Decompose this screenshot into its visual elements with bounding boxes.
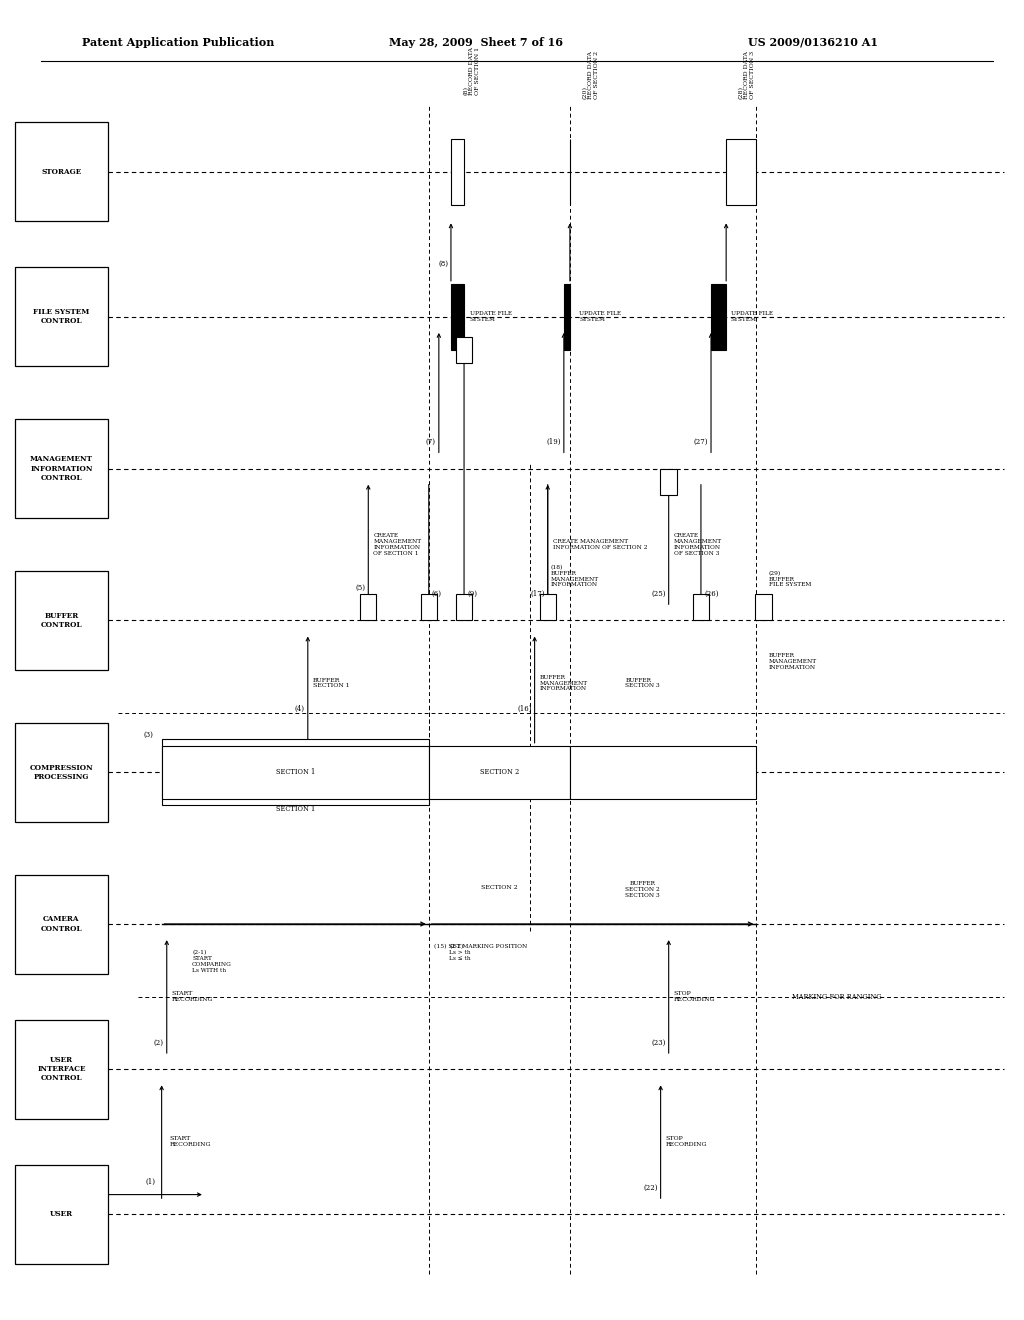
Text: (17): (17): [530, 590, 545, 598]
Text: FILE SYSTEM
CONTROL: FILE SYSTEM CONTROL: [34, 308, 89, 326]
Text: (16): (16): [517, 705, 531, 713]
Text: SECTION 2: SECTION 2: [479, 768, 519, 776]
Text: (5): (5): [355, 583, 366, 591]
Text: UPDATE FILE
SYSTEM: UPDATE FILE SYSTEM: [731, 312, 773, 322]
Text: (2-2)
Ls > th
Ls ≤ th: (2-2) Ls > th Ls ≤ th: [449, 944, 471, 961]
Text: (20)
RECORD DATA
OF SECTION 2: (20) RECORD DATA OF SECTION 2: [583, 51, 599, 99]
Text: CAMERA
CONTROL: CAMERA CONTROL: [41, 915, 82, 933]
Bar: [15, 121, 108, 220]
Text: (3): (3): [143, 731, 154, 739]
Text: (23): (23): [651, 1039, 666, 1047]
Text: START
RECORDING: START RECORDING: [172, 991, 213, 1002]
Bar: [564, 284, 570, 350]
Text: Patent Application Publication: Patent Application Publication: [82, 37, 274, 48]
Text: CREATE
MANAGEMENT
INFORMATION
OF SECTION 3: CREATE MANAGEMENT INFORMATION OF SECTION…: [674, 533, 722, 556]
Text: MARKING FOR RANGING: MARKING FOR RANGING: [792, 993, 882, 1001]
Text: BUFFER
SECTION 1: BUFFER SECTION 1: [313, 677, 349, 689]
Text: STORAGE: STORAGE: [41, 168, 82, 176]
Bar: [15, 267, 108, 366]
Text: BUFFER
MANAGEMENT
INFORMATION: BUFFER MANAGEMENT INFORMATION: [769, 653, 817, 671]
Bar: [711, 284, 726, 350]
Text: UPDATE FILE
SYSTEM: UPDATE FILE SYSTEM: [470, 312, 512, 322]
Bar: [726, 139, 757, 205]
Text: (15) SET MARKING POSITION: (15) SET MARKING POSITION: [434, 944, 527, 949]
Bar: [693, 594, 710, 620]
Text: UPDATE FILE
SYSTEM: UPDATE FILE SYSTEM: [580, 312, 622, 322]
Text: (22): (22): [643, 1184, 657, 1192]
Text: (8)
RECORD DATA
OF SECTION 1: (8) RECORD DATA OF SECTION 1: [463, 48, 480, 95]
Text: BUFFER
MANAGEMENT
INFORMATION: BUFFER MANAGEMENT INFORMATION: [540, 675, 588, 692]
Text: STOP
RECORDING: STOP RECORDING: [666, 1137, 708, 1147]
Bar: [756, 594, 772, 620]
Text: (2-1)
START
COMPARING
Ls WITH th: (2-1) START COMPARING Ls WITH th: [193, 950, 231, 973]
Text: (4): (4): [295, 705, 305, 713]
Bar: [15, 1166, 108, 1265]
Text: (18)
BUFFER
MANAGEMENT
INFORMATION: (18) BUFFER MANAGEMENT INFORMATION: [551, 565, 599, 587]
Text: (1): (1): [145, 1177, 156, 1185]
Bar: [15, 722, 108, 821]
Text: (26): (26): [705, 590, 719, 598]
Text: BUFFER
CONTROL: BUFFER CONTROL: [41, 611, 82, 630]
Text: MANAGEMENT
INFORMATION
CONTROL: MANAGEMENT INFORMATION CONTROL: [30, 455, 93, 482]
Text: FIG. 7: FIG. 7: [31, 494, 87, 510]
Text: STOP
RECORDING: STOP RECORDING: [674, 991, 716, 1002]
Bar: [15, 874, 108, 974]
Text: (6): (6): [432, 590, 441, 598]
Text: START
RECORDING: START RECORDING: [170, 1137, 211, 1147]
Text: (7): (7): [426, 438, 436, 446]
Bar: [15, 1020, 108, 1119]
Text: USER
INTERFACE
CONTROL: USER INTERFACE CONTROL: [37, 1056, 86, 1082]
Text: (28)
RECORD DATA
OF SECTION 3: (28) RECORD DATA OF SECTION 3: [738, 51, 755, 99]
Text: SECTION 1: SECTION 1: [275, 805, 314, 813]
Text: (9): (9): [467, 590, 477, 598]
Bar: [540, 594, 556, 620]
Text: USER: USER: [50, 1210, 73, 1218]
Text: (27): (27): [693, 438, 708, 446]
Text: BUFFER
SECTION 3: BUFFER SECTION 3: [626, 677, 660, 689]
Text: SECTION 2: SECTION 2: [481, 884, 518, 890]
Bar: [451, 139, 464, 205]
Bar: [360, 594, 377, 620]
Text: (2): (2): [154, 1039, 164, 1047]
Bar: [429, 746, 570, 799]
Bar: [162, 739, 429, 805]
Bar: [456, 337, 472, 363]
Bar: [421, 594, 437, 620]
Bar: [162, 746, 429, 799]
Text: (8): (8): [439, 260, 449, 268]
Text: SECTION 1: SECTION 1: [275, 768, 314, 776]
Text: (25): (25): [651, 590, 666, 598]
Bar: [660, 469, 677, 495]
Text: BUFFER
SECTION 2
SECTION 3: BUFFER SECTION 2 SECTION 3: [626, 880, 660, 898]
Text: (19): (19): [546, 438, 561, 446]
Text: (29)
BUFFER
FILE SYSTEM: (29) BUFFER FILE SYSTEM: [769, 570, 811, 587]
Bar: [15, 418, 108, 517]
Text: US 2009/0136210 A1: US 2009/0136210 A1: [748, 37, 878, 48]
Text: CREATE MANAGEMENT
INFORMATION OF SECTION 2: CREATE MANAGEMENT INFORMATION OF SECTION…: [553, 539, 647, 550]
Text: CREATE
MANAGEMENT
INFORMATION
OF SECTION 1: CREATE MANAGEMENT INFORMATION OF SECTION…: [374, 533, 422, 556]
Bar: [570, 746, 757, 799]
Text: COMPRESSION
PROCESSING: COMPRESSION PROCESSING: [30, 763, 93, 781]
Bar: [456, 594, 472, 620]
Bar: [451, 284, 464, 350]
Text: May 28, 2009  Sheet 7 of 16: May 28, 2009 Sheet 7 of 16: [389, 37, 563, 48]
Bar: [15, 572, 108, 671]
